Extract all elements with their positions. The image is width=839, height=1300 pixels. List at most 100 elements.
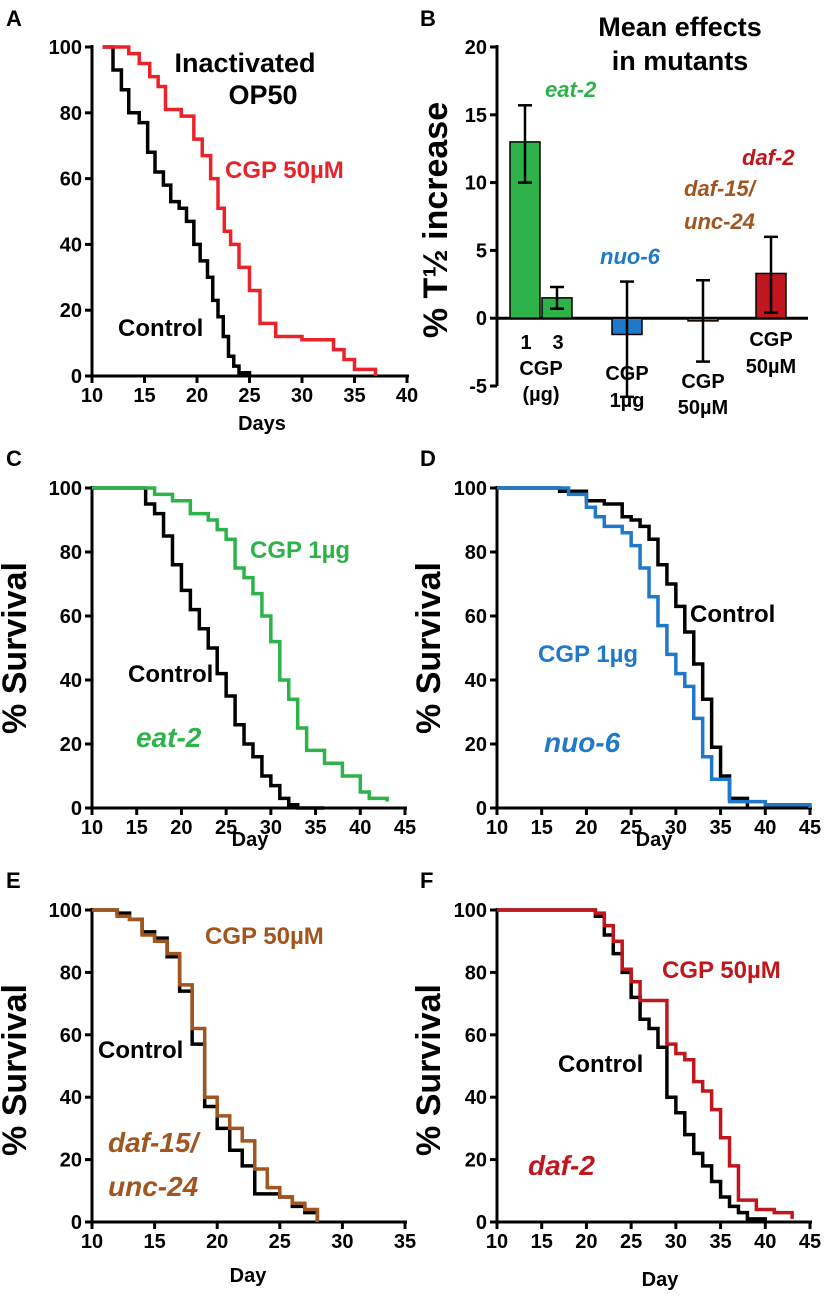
panel-c-xtick-label: 15 [126,817,148,839]
panel-d-curves [497,486,812,808]
panel-e-xtick-label: 10 [81,1231,103,1253]
label-eat-2: eat-2 [545,77,597,102]
cat-label-daf15-a: CGP [681,371,724,393]
panel-f: F 0 20 40 60 80 100 10 15 20 25 30 35 40 45 % Surviva… [410,868,821,1291]
panel-f-ytick-label: 60 [465,1025,487,1047]
panel-e-ytick-label: 20 [60,1150,82,1172]
panel-c-curves [92,486,389,810]
panel-a-ytick-label: 20 [60,300,82,322]
panel-letter-b: B [420,6,436,31]
panel-d-strain-label: nuo-6 [544,727,621,758]
panel-c-xtick-label: 45 [394,817,416,839]
panel-b-title-line1: Mean effects [598,12,762,42]
panel-e-control-label: Control [98,1037,183,1064]
panel-d-xlabel: Day [636,829,674,851]
panel-e-xtick-label: 30 [331,1231,353,1253]
panel-f-xlabel: Day [642,1269,680,1291]
cat-label-daf2-a: CGP [749,329,792,351]
panel-c-axes: 0 20 40 60 80 100 10 15 20 25 30 35 40 45 [49,478,417,839]
panel-b-ytick-label: 10 [465,173,487,195]
panel-a-xtick-label: 20 [186,385,208,407]
panel-d-ytick-label: 20 [465,734,487,756]
panel-e-curves [92,908,320,1222]
panel-a-ytick-label: 0 [71,366,82,388]
panel-e-axes: 0 20 40 60 80 100 10 15 20 25 30 35 [49,900,417,1253]
panel-f-curves [497,908,794,1222]
panel-e-xlabel: Day [230,1265,268,1287]
panel-e-ytick-label: 0 [71,1212,82,1234]
panel-b-ytick-label: 5 [476,240,487,262]
panel-b-ylabel: % T½ increase [417,102,455,338]
panel-d-curve-treatment [497,486,812,808]
panel-c-xtick-label: 20 [170,817,192,839]
panel-c-ytick-label: 0 [71,798,82,820]
panel-d-xtick-label: 35 [709,817,731,839]
panel-d-curve-control [497,486,750,808]
panel-c-xtick-label: 25 [215,817,237,839]
panel-c-treatment-label: CGP 1µg [250,537,350,564]
panel-f-xtick-label: 10 [486,1231,508,1253]
panel-e: E 0 20 40 60 80 100 10 15 20 25 30 35 % Survival CG… [0,868,416,1287]
cat-label-daf15-b: 50µM [678,397,728,419]
panel-f-ytick-label: 20 [465,1150,487,1172]
panel-e-treatment-label: CGP 50µM [205,923,324,950]
panel-c-xlabel: Day [232,829,270,851]
panel-a-ytick-label: 100 [49,37,82,59]
panel-c-xtick-label: 40 [349,817,371,839]
panel-d-ytick-label: 60 [465,606,487,628]
panel-a-xtick-label: 25 [238,385,260,407]
panel-c: C 0 20 40 60 80 100 10 15 20 25 30 35 40 45 % Surviva… [0,446,416,851]
panel-c-xtick-label: 35 [304,817,326,839]
panel-b: B -5 0 5 10 15 20 Mean effects in mutants % T… [417,6,808,419]
panel-a-xlabel: Days [238,413,286,435]
label-nuo-6: nuo-6 [600,244,661,269]
panel-e-curve-treatment [92,908,320,1222]
panel-a-xtick-label: 40 [396,385,418,407]
panel-c-ytick-label: 40 [60,670,82,692]
panel-a-xtick-label: 30 [291,385,313,407]
panel-d-ytick-label: 0 [476,798,487,820]
panel-f-ytick-label: 40 [465,1087,487,1109]
panel-b-title-line2: in mutants [612,46,749,76]
panel-a-ytick-label: 60 [60,169,82,191]
panel-e-xtick-label: 20 [206,1231,228,1253]
panel-c-ytick-label: 80 [60,542,82,564]
panel-c-control-label: Control [128,661,213,688]
panel-letter-d: D [420,446,436,471]
panel-a-treatment-label: CGP 50µM [225,157,344,184]
panel-d-xtick-label: 15 [531,817,553,839]
panel-a-xtick-label: 15 [133,385,155,407]
panel-f-ytick-label: 80 [465,962,487,984]
panel-a-ytick-label: 80 [60,103,82,125]
panel-e-ylabel: % Survival [0,984,34,1156]
panel-f-xtick-label: 15 [531,1231,553,1253]
cat-label-3: 3 [552,332,563,354]
cat-label-nuo-a: CGP [605,363,648,385]
panel-f-xtick-label: 40 [754,1231,776,1253]
panel-f-treatment-label: CGP 50µM [662,957,781,984]
panel-a-title-line1: Inactivated [174,48,315,78]
panel-d-xtick-label: 30 [665,817,687,839]
panel-d-ytick-label: 80 [465,542,487,564]
cat-label-cgp: CGP [519,358,562,380]
panel-b-ytick-label: -5 [469,376,487,398]
panel-e-ytick-label: 100 [49,900,82,922]
panel-e-xtick-label: 25 [269,1231,291,1253]
panel-a-control-label: Control [118,315,203,342]
panel-f-xtick-label: 45 [799,1231,821,1253]
panel-a-title-line2: OP50 [228,80,297,110]
panel-d-ytick-label: 100 [454,478,487,500]
cat-label-daf2-b: 50µM [746,356,796,378]
panel-f-xtick-label: 35 [709,1231,731,1253]
panel-d-treatment-label: CGP 1µg [538,641,638,668]
panel-letter-a: A [6,6,22,31]
panel-d-xtick-label: 45 [799,817,821,839]
panel-letter-f: F [420,868,433,893]
panel-b-ytick-label: 15 [465,105,487,127]
panel-a-curve-control [102,45,252,376]
panel-f-xtick-label: 30 [665,1231,687,1253]
panel-f-ytick-label: 0 [476,1212,487,1234]
panel-e-strain-label-b: unc-24 [108,1171,199,1202]
cat-label-ug: (µg) [522,384,559,406]
